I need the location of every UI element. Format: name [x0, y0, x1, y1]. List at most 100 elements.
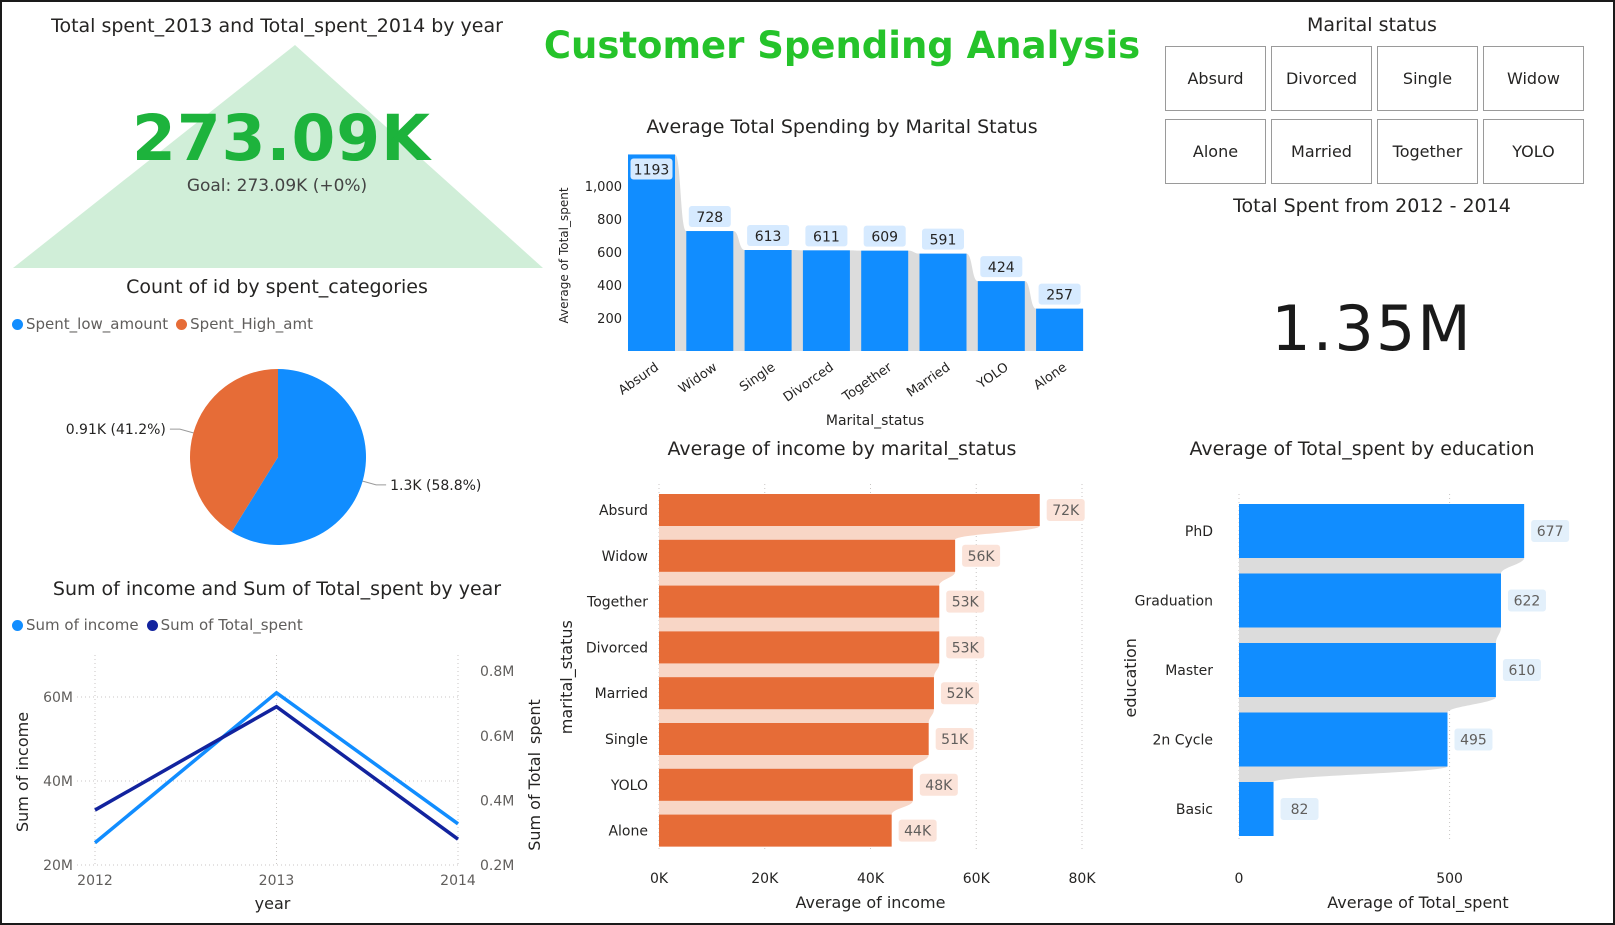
kpi-goal-subtitle: Goal: 273.09K (+0%): [186, 176, 368, 196]
kpi-goal-card: [13, 45, 543, 268]
x-tick-label: Single: [737, 360, 778, 395]
data-label-background: [1038, 283, 1081, 305]
bar-together[interactable]: [659, 585, 940, 618]
bar-phd[interactable]: [1239, 504, 1525, 558]
bar-widow[interactable]: [686, 231, 734, 351]
data-label-background: [1046, 499, 1085, 521]
legend-item-spent-low-amount[interactable]: Spent_low_amount: [12, 315, 168, 333]
bar-single[interactable]: [659, 723, 929, 755]
bar-single[interactable]: [744, 250, 792, 351]
bar-yolo[interactable]: [659, 768, 913, 801]
data-label: 51K: [941, 732, 969, 748]
data-label: 56K: [968, 549, 996, 565]
y-tick-label: Single: [605, 732, 648, 748]
data-label-background: [962, 544, 1001, 567]
bar-married[interactable]: [919, 253, 967, 351]
y2-tick-label: 0.4M: [480, 793, 514, 809]
slicer-option-married[interactable]: Married: [1271, 119, 1372, 184]
x-axis-title: Average of Total_spent: [1327, 893, 1508, 913]
data-label-background: [922, 228, 964, 250]
bar-2n-cycle[interactable]: [1239, 712, 1448, 767]
kpi-total-title: Total Spent from 2012 - 2014: [1233, 195, 1511, 217]
bar-together[interactable]: [861, 250, 909, 351]
data-label: 495: [1460, 733, 1487, 749]
bar-absurd[interactable]: [659, 494, 1040, 526]
bar-ribbon: [628, 154, 1084, 351]
bar-alone[interactable]: [1036, 308, 1084, 351]
x-tick-label: 500: [1436, 871, 1463, 887]
legend-label: Sum of Total_spent: [160, 616, 303, 634]
data-label-background: [980, 256, 1023, 278]
slicer-option-yolo[interactable]: YOLO: [1483, 119, 1584, 184]
legend-item-spent-high-amt[interactable]: Spent_High_amt: [176, 315, 313, 333]
legend-label: Sum of income: [26, 616, 139, 634]
data-label-background: [1454, 728, 1493, 751]
y-axis-title: education: [1121, 638, 1140, 717]
bar-alone[interactable]: [659, 814, 892, 847]
x-tick-label: Together: [839, 360, 895, 406]
bar-absurd[interactable]: [628, 154, 675, 351]
y-axis-title: Average of Total_spent: [557, 187, 571, 323]
bar-basic[interactable]: [1239, 782, 1274, 836]
y-tick-label: PhD: [1185, 524, 1213, 540]
pie-leader-line: [169, 428, 194, 434]
data-label-background: [946, 590, 985, 613]
data-label: 257: [1046, 288, 1073, 304]
data-label: 1193: [634, 162, 670, 178]
pie-leader-line: [362, 480, 387, 486]
data-label-background: [688, 206, 731, 228]
slicer-option-together[interactable]: Together: [1377, 119, 1478, 184]
data-label-background: [1507, 589, 1546, 612]
y-tick-label: Master: [1165, 663, 1213, 679]
pie-data-label: 1.3K (58.8%): [390, 478, 481, 494]
slicer-option-divorced[interactable]: Divorced: [1271, 46, 1372, 111]
y-tick-label: 1,000: [585, 180, 622, 195]
slicer-option-single[interactable]: Single: [1377, 46, 1478, 111]
bar-divorced[interactable]: [802, 250, 850, 351]
legend-item-sum-of-total-spent[interactable]: Sum of Total_spent: [146, 616, 303, 634]
legend-label: Spent_High_amt: [190, 315, 313, 333]
line-chart-legend: Sum of income Sum of Total_spent: [12, 616, 311, 634]
data-label-background: [946, 636, 985, 659]
slicer-option-alone[interactable]: Alone: [1165, 119, 1266, 184]
line-series-sum-of-income[interactable]: [93, 690, 460, 845]
y-tick-label: 2n Cycle: [1153, 733, 1214, 749]
line-chart: 20M 40M 60M 0.2M 0.4M 0.6M 0.8M 2012 2013 2014 yea…: [13, 655, 542, 913]
pie-slice-spent-low-amount[interactable]: [231, 369, 366, 545]
slicer-option-widow[interactable]: Widow: [1483, 46, 1584, 111]
pie-chart-title: Count of id by spent_categories: [126, 276, 428, 298]
data-label: 591: [930, 233, 957, 249]
line-series-sum-of-total-spent[interactable]: [94, 704, 460, 841]
pie-chart-legend: Spent_low_amount Spent_High_amt: [12, 315, 321, 333]
x-tick-label: 40K: [857, 871, 885, 887]
y-tick-label: 800: [597, 213, 622, 228]
data-label: 609: [871, 230, 898, 246]
bar-ribbon: [659, 494, 1040, 847]
kpi-goal-title: Total spent_2013 and Total_spent_2014 by…: [51, 15, 503, 37]
data-label: 424: [988, 260, 1015, 276]
bar-graduation[interactable]: [1239, 573, 1501, 628]
legend-item-sum-of-income[interactable]: Sum of income: [12, 616, 139, 634]
y-tick-label: 200: [597, 312, 622, 327]
data-label: 728: [696, 210, 723, 226]
data-label-background: [1502, 659, 1541, 681]
bar-divorced[interactable]: [659, 631, 940, 664]
y-tick-label: 400: [597, 279, 622, 294]
bar-widow[interactable]: [659, 539, 956, 572]
data-label: 610: [1509, 663, 1536, 679]
x-tick-label: 2014: [440, 873, 476, 889]
data-label: 677: [1537, 524, 1564, 540]
y2-tick-label: 0.8M: [480, 664, 514, 680]
slicer-option-absurd[interactable]: Absurd: [1165, 46, 1266, 111]
bar-yolo[interactable]: [977, 281, 1025, 351]
bar-master[interactable]: [1239, 643, 1496, 697]
checkmark-icon: ✓: [386, 126, 403, 150]
bar-chart-title: Average Total Spending by Marital Status: [646, 116, 1038, 138]
data-label: 613: [755, 229, 782, 245]
pie-slice-spent-high-amt[interactable]: [189, 369, 278, 532]
bar-married[interactable]: [659, 677, 934, 710]
dashboard-title: Customer Spending Analysis: [543, 24, 1141, 67]
legend-dot-icon: [12, 319, 23, 330]
y-tick-label: 40M: [43, 774, 73, 790]
